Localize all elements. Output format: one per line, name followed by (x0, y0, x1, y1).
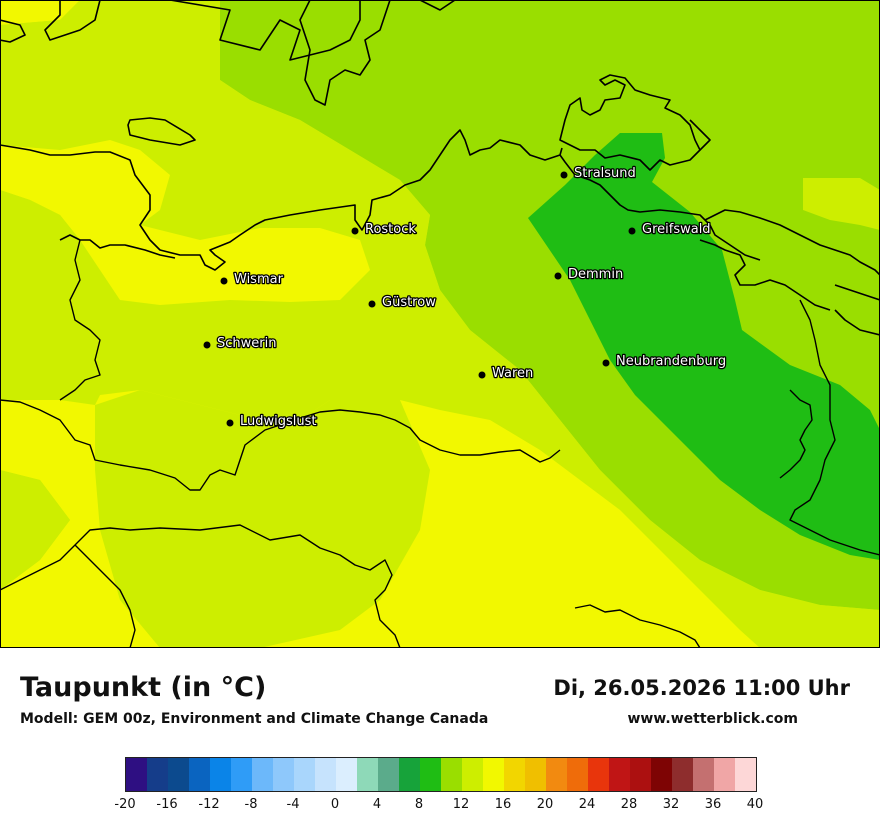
color-scale-segment (693, 758, 714, 791)
color-scale-segment (609, 758, 630, 791)
city-markers: Stralsund Greifswald Rostock Demmin Wism… (203, 165, 727, 430)
dewpoint-map: Stralsund Greifswald Rostock Demmin Wism… (0, 0, 880, 648)
color-scale-segment (714, 758, 735, 791)
color-scale-segment (189, 758, 210, 791)
city-greifswald: Greifswald (628, 221, 712, 238)
color-scale-segment (567, 758, 588, 791)
state-borders (0, 239, 880, 648)
city-dot (226, 419, 234, 427)
city-dot (602, 359, 610, 367)
color-scale-segment (399, 758, 420, 791)
city-dot (478, 371, 486, 379)
color-scale-segment (273, 758, 294, 791)
color-scale-tick-label: -12 (198, 797, 220, 812)
city-label-stralsund: Stralsund (574, 166, 636, 181)
color-scale-segment (315, 758, 336, 791)
city-wismar: Wismar (220, 271, 285, 288)
color-scale-tick-label: 28 (620, 797, 638, 812)
field-14-16-east (803, 178, 880, 230)
field-8-10 (528, 133, 880, 560)
city-stralsund: Stralsund (560, 165, 637, 182)
city-label-waren: Waren (492, 366, 533, 381)
color-scale-segment (231, 758, 252, 791)
city-label-schwerin: Schwerin (217, 336, 276, 351)
city-dot (628, 227, 636, 235)
color-scale-ticks: -20 -16 -12 -8 -4 0 4 8 12 16 20 24 28 32 36 40 (114, 797, 763, 813)
city-dot (560, 171, 568, 179)
color-scale-segment (210, 758, 231, 791)
color-scale-segment (147, 758, 168, 791)
color-scale-segment (546, 758, 567, 791)
city-label-guestrow: Güstrow (382, 295, 436, 310)
field-14-16-south-mid (95, 390, 430, 648)
field-14-16-south-inner (0, 470, 70, 590)
city-dot (203, 341, 211, 349)
color-scale-segment (336, 758, 357, 791)
color-scale-tick-label: -20 (114, 797, 136, 812)
city-dot (351, 227, 359, 235)
color-scale-tick-label: 20 (536, 797, 554, 812)
model-info: Modell: GEM 00z, Environment and Climate… (20, 711, 489, 727)
field-14-16-inlet (0, 190, 80, 275)
city-label-neubrandenburg: Neubrandenburg (616, 354, 726, 369)
color-scale-tick-label: 8 (414, 797, 424, 812)
website-link[interactable]: www.wetterblick.com (627, 711, 799, 727)
color-scale-segment (294, 758, 315, 791)
color-scale-tick-label: 24 (578, 797, 596, 812)
color-scale-segment (483, 758, 504, 791)
color-scale-segment (168, 758, 189, 791)
city-rostock: Rostock (351, 221, 418, 238)
city-label-rostock: Rostock (365, 222, 416, 237)
color-scale-tick-label: 36 (704, 797, 722, 812)
color-scale-segment (378, 758, 399, 791)
city-guestrow: Güstrow (368, 294, 437, 311)
color-scale-bar (125, 757, 757, 792)
city-waren: Waren (478, 365, 535, 382)
map-canvas: Stralsund Greifswald Rostock Demmin Wism… (0, 0, 880, 648)
color-scale-tick-label: -16 (156, 797, 178, 812)
color-scale-segment (420, 758, 441, 791)
city-label-ludwigslust: Ludwigslust (240, 414, 317, 429)
forecast-datetime: Di, 26.05.2026 11:00 Uhr (553, 676, 850, 700)
color-scale-segment (357, 758, 378, 791)
color-scale-segment (441, 758, 462, 791)
color-scale-segment (672, 758, 693, 791)
city-ludwigslust: Ludwigslust (226, 413, 318, 430)
color-scale-segment (588, 758, 609, 791)
color-scale-tick-label: 12 (452, 797, 470, 812)
city-schwerin: Schwerin (203, 335, 278, 352)
color-scale-tick-label: -4 (286, 797, 300, 812)
city-neubrandenburg: Neubrandenburg (602, 353, 727, 370)
field-16-18-west (0, 140, 370, 305)
color-scale-tick-label: 16 (494, 797, 512, 812)
city-dot (220, 277, 228, 285)
color-scale-segment (126, 758, 147, 791)
map-title: Taupunkt (in °C) (20, 672, 267, 703)
coastline (0, 0, 880, 336)
city-label-demmin: Demmin (568, 267, 623, 282)
color-scale-tick-label: -8 (244, 797, 258, 812)
color-scale-segment (630, 758, 651, 791)
city-label-greifswald: Greifswald (642, 222, 711, 237)
city-dot (368, 300, 376, 308)
color-scale-tick-label: 4 (372, 797, 382, 812)
color-scale-tick-label: 40 (746, 797, 764, 812)
color-scale-tick-label: 32 (662, 797, 680, 812)
color-scale-segment (462, 758, 483, 791)
city-demmin: Demmin (554, 266, 624, 283)
color-scale-segment (504, 758, 525, 791)
city-label-wismar: Wismar (234, 272, 284, 287)
city-dot (554, 272, 562, 280)
color-scale-segment (651, 758, 672, 791)
color-scale-segment (735, 758, 756, 791)
color-scale-segment (252, 758, 273, 791)
map-footer: Taupunkt (in °C) Modell: GEM 00z, Enviro… (0, 648, 880, 830)
color-scale-tick-label: 0 (330, 797, 340, 812)
color-scale-segment (525, 758, 546, 791)
